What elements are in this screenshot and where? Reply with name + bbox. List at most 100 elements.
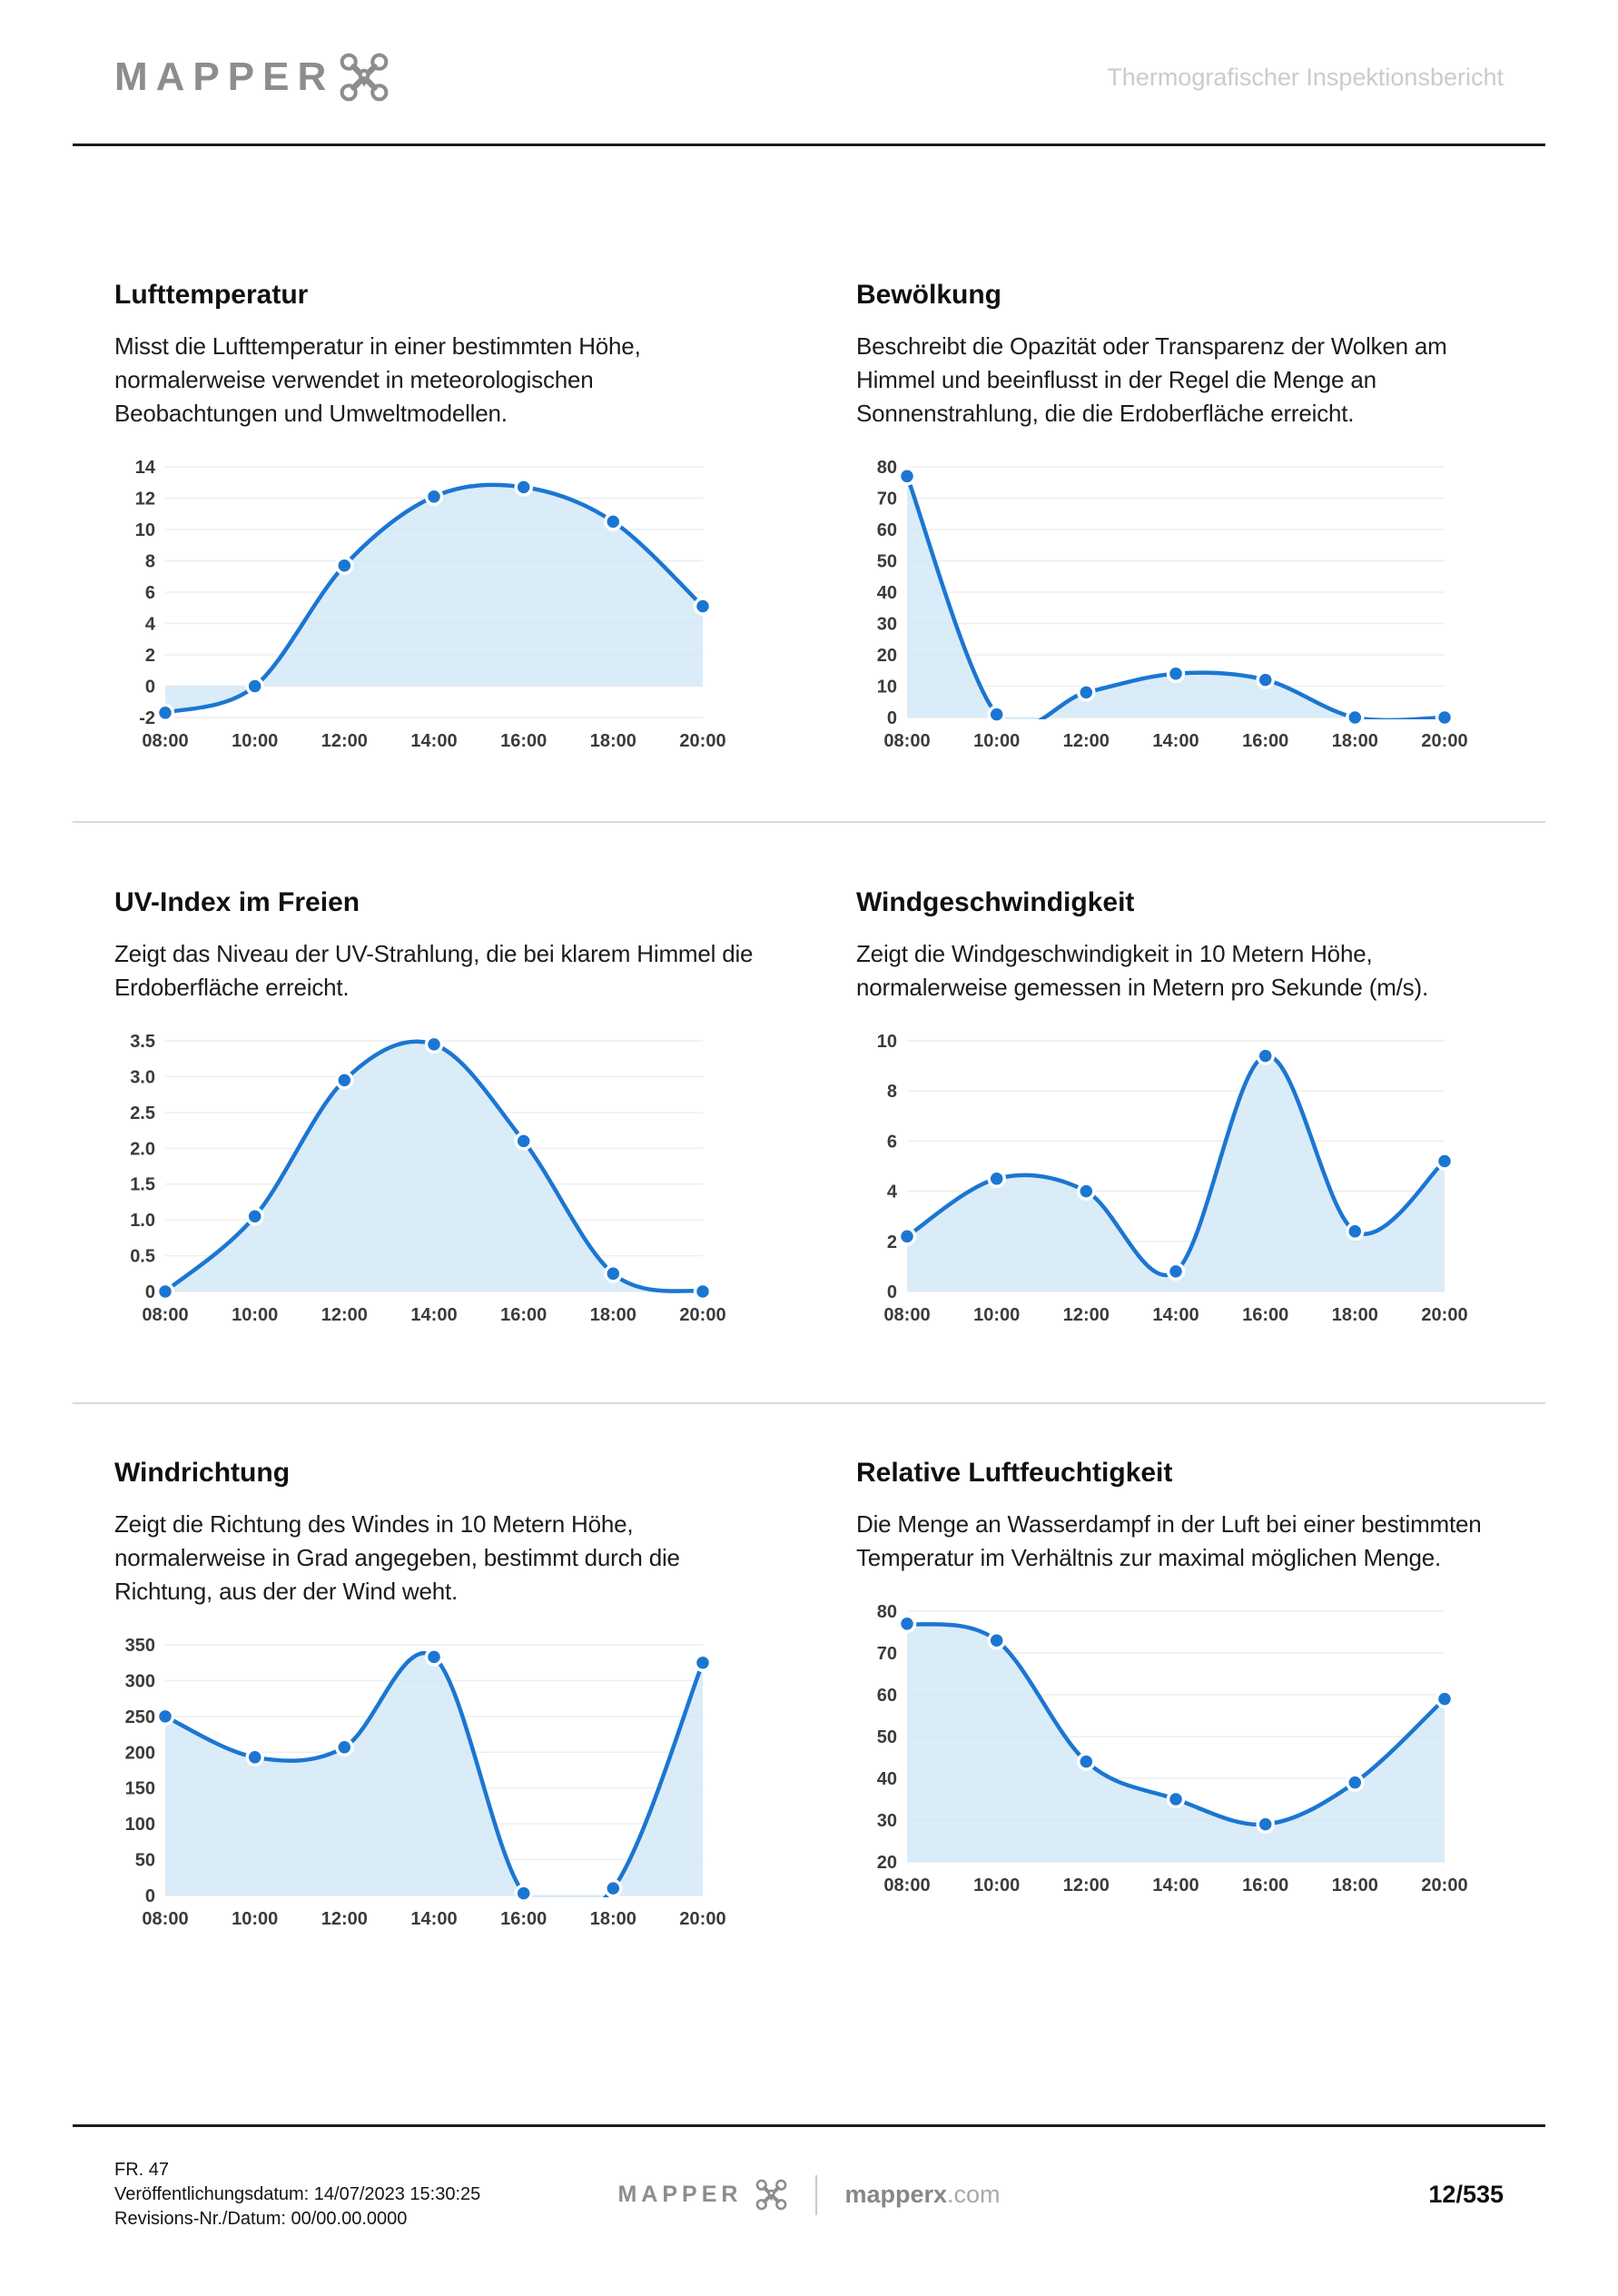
y-tick-label: 2: [145, 646, 155, 666]
x-tick-label: 08:00: [883, 731, 930, 751]
x-tick-label: 20:00: [1421, 1305, 1467, 1325]
data-point-marker: [1435, 708, 1455, 727]
y-tick-label: 0: [145, 1282, 155, 1302]
x-tick-label: 20:00: [1421, 731, 1467, 751]
plot-area: [905, 474, 1446, 719]
footer-brand: MAPPER mapperx.com: [617, 2174, 1001, 2215]
x-tick-label: 16:00: [1242, 1875, 1288, 1895]
uv-index-chart: 0 0.5 1.0 1.5 2.0 2.5 3.0 3.5 08:00 10:00 12:00 14:…: [130, 1032, 725, 1325]
y-tick-label: 0.5: [130, 1247, 155, 1267]
data-point-marker: [514, 478, 533, 497]
brand-logo: MAPPER: [114, 51, 390, 104]
data-point-marker: [1346, 708, 1365, 727]
data-point-marker: [424, 1034, 444, 1054]
footer: FR. 47 Veröffentlichungsdatum: 14/07/202…: [114, 2158, 1504, 2232]
y-tick-label: 150: [125, 1779, 155, 1799]
y-tick-label: 250: [125, 1707, 155, 1727]
x-tick-label: 14:00: [1152, 1305, 1199, 1325]
y-tick-label: 4: [887, 1183, 898, 1202]
drone-icon: [755, 2178, 788, 2212]
data-point-marker: [245, 1206, 264, 1226]
data-point-marker: [245, 677, 264, 696]
row-divider: [73, 1402, 1545, 1404]
data-point-marker: [1166, 664, 1186, 683]
x-tick-label: 12:00: [321, 1305, 368, 1325]
data-point-marker: [424, 487, 444, 507]
section-description: Zeigt die Richtung des Windes in 10 Mete…: [114, 1510, 680, 1605]
x-tick-label: 12:00: [1063, 1875, 1110, 1895]
x-tick-label: 14:00: [410, 1305, 457, 1325]
header-rule: [73, 144, 1545, 146]
section-description: Zeigt das Niveau der UV-Strahlung, die b…: [114, 940, 754, 1001]
section-description: Zeigt die Windgeschwindigkeit in 10 Mete…: [856, 940, 1428, 1001]
y-tick-label: 50: [877, 1727, 897, 1747]
data-point-marker: [897, 467, 917, 486]
x-tick-label: 18:00: [1332, 731, 1378, 751]
report-number: FR. 47: [114, 2160, 170, 2180]
x-tick-label: 18:00: [1332, 1875, 1378, 1895]
y-tick-label: 50: [877, 552, 897, 572]
y-tick-label: 2: [887, 1232, 897, 1252]
x-tick-label: 14:00: [410, 731, 457, 751]
y-tick-label: 14: [135, 458, 156, 478]
x-tick-label: 12:00: [1063, 731, 1110, 751]
data-point-marker: [1346, 1773, 1365, 1792]
data-point-marker: [335, 1071, 354, 1090]
y-tick-label: 30: [877, 1811, 897, 1831]
data-point-marker: [1077, 683, 1096, 702]
y-tick-label: 1.5: [130, 1175, 155, 1195]
x-tick-label: 20:00: [679, 731, 725, 751]
footer-rule: [73, 2124, 1545, 2127]
x-tick-label: 16:00: [500, 731, 547, 751]
row-divider: [73, 821, 1545, 823]
data-point-marker: [1256, 670, 1275, 689]
data-point-marker: [604, 512, 623, 531]
y-tick-label: 6: [887, 1132, 897, 1152]
x-tick-label: 12:00: [1063, 1305, 1110, 1325]
section-lufttemperatur: Lufttemperatur Misst die Lufttemperatur …: [114, 279, 762, 756]
y-tick-label: 20: [877, 646, 897, 666]
data-point-marker: [604, 1878, 623, 1898]
plot-area: [163, 1039, 705, 1293]
website-name: mapperx: [844, 2181, 947, 2208]
section-windrichtung: Windrichtung Zeigt die Richtung des Wind…: [114, 1457, 762, 1934]
series-area: [165, 1041, 703, 1292]
data-point-marker: [1077, 1752, 1096, 1771]
section-title: Relative Luftfeuchtigkeit: [856, 1458, 1173, 1488]
x-tick-label: 18:00: [1332, 1305, 1378, 1325]
section-uv-index: UV-Index im Freien Zeigt das Niveau der …: [114, 886, 762, 1330]
data-point-marker: [604, 1264, 623, 1283]
y-tick-label: 4: [145, 615, 156, 635]
y-tick-label: 0: [145, 678, 155, 698]
y-tick-label: 200: [125, 1743, 155, 1763]
y-tick-label: 20: [877, 1853, 897, 1873]
website-tld: .com: [947, 2181, 1001, 2208]
x-tick-label: 10:00: [973, 731, 1020, 751]
data-point-marker: [693, 1653, 713, 1672]
y-tick-label: 40: [877, 1769, 897, 1789]
series-line: [163, 1651, 705, 1897]
y-tick-label: 3.5: [130, 1032, 155, 1052]
section-title: Bewölkung: [856, 280, 1002, 310]
section-luftfeuchtigkeit: Relative Luftfeuchtigkeit Die Menge an W…: [856, 1457, 1504, 1934]
lufttemperatur-chart: -2 0 2 4 6 8 10 12 14 08:00 10:00 12:00 14:00 16:00 18…: [135, 458, 726, 751]
windrichtung-chart: 0 50 100 150 200 250 300 350 08:00 10:00 12:00 14:0…: [125, 1636, 726, 1929]
x-tick-label: 12:00: [321, 1909, 368, 1929]
y-tick-label: 350: [125, 1636, 155, 1656]
data-point-marker: [1166, 1789, 1186, 1809]
x-tick-label: 08:00: [142, 1305, 188, 1325]
footer-meta: FR. 47 Veröffentlichungsdatum: 14/07/202…: [114, 2158, 617, 2232]
x-tick-label: 14:00: [1152, 1875, 1199, 1895]
y-tick-label: 10: [877, 1032, 897, 1052]
x-tick-label: 16:00: [1242, 1305, 1288, 1325]
y-tick-label: 8: [145, 552, 155, 572]
series-area: [907, 1623, 1445, 1862]
header: MAPPER Thermografischer Inspektionsberic…: [73, 0, 1545, 104]
y-tick-label: 0: [887, 708, 897, 728]
charts-row-1: Lufttemperatur Misst die Lufttemperatur …: [114, 279, 1504, 756]
section-description: Beschreibt die Opazität oder Transparenz…: [856, 332, 1447, 427]
y-tick-label: 1.0: [130, 1211, 155, 1231]
data-point-marker: [155, 703, 175, 723]
data-point-marker: [155, 1282, 175, 1301]
x-tick-label: 14:00: [410, 1909, 457, 1929]
